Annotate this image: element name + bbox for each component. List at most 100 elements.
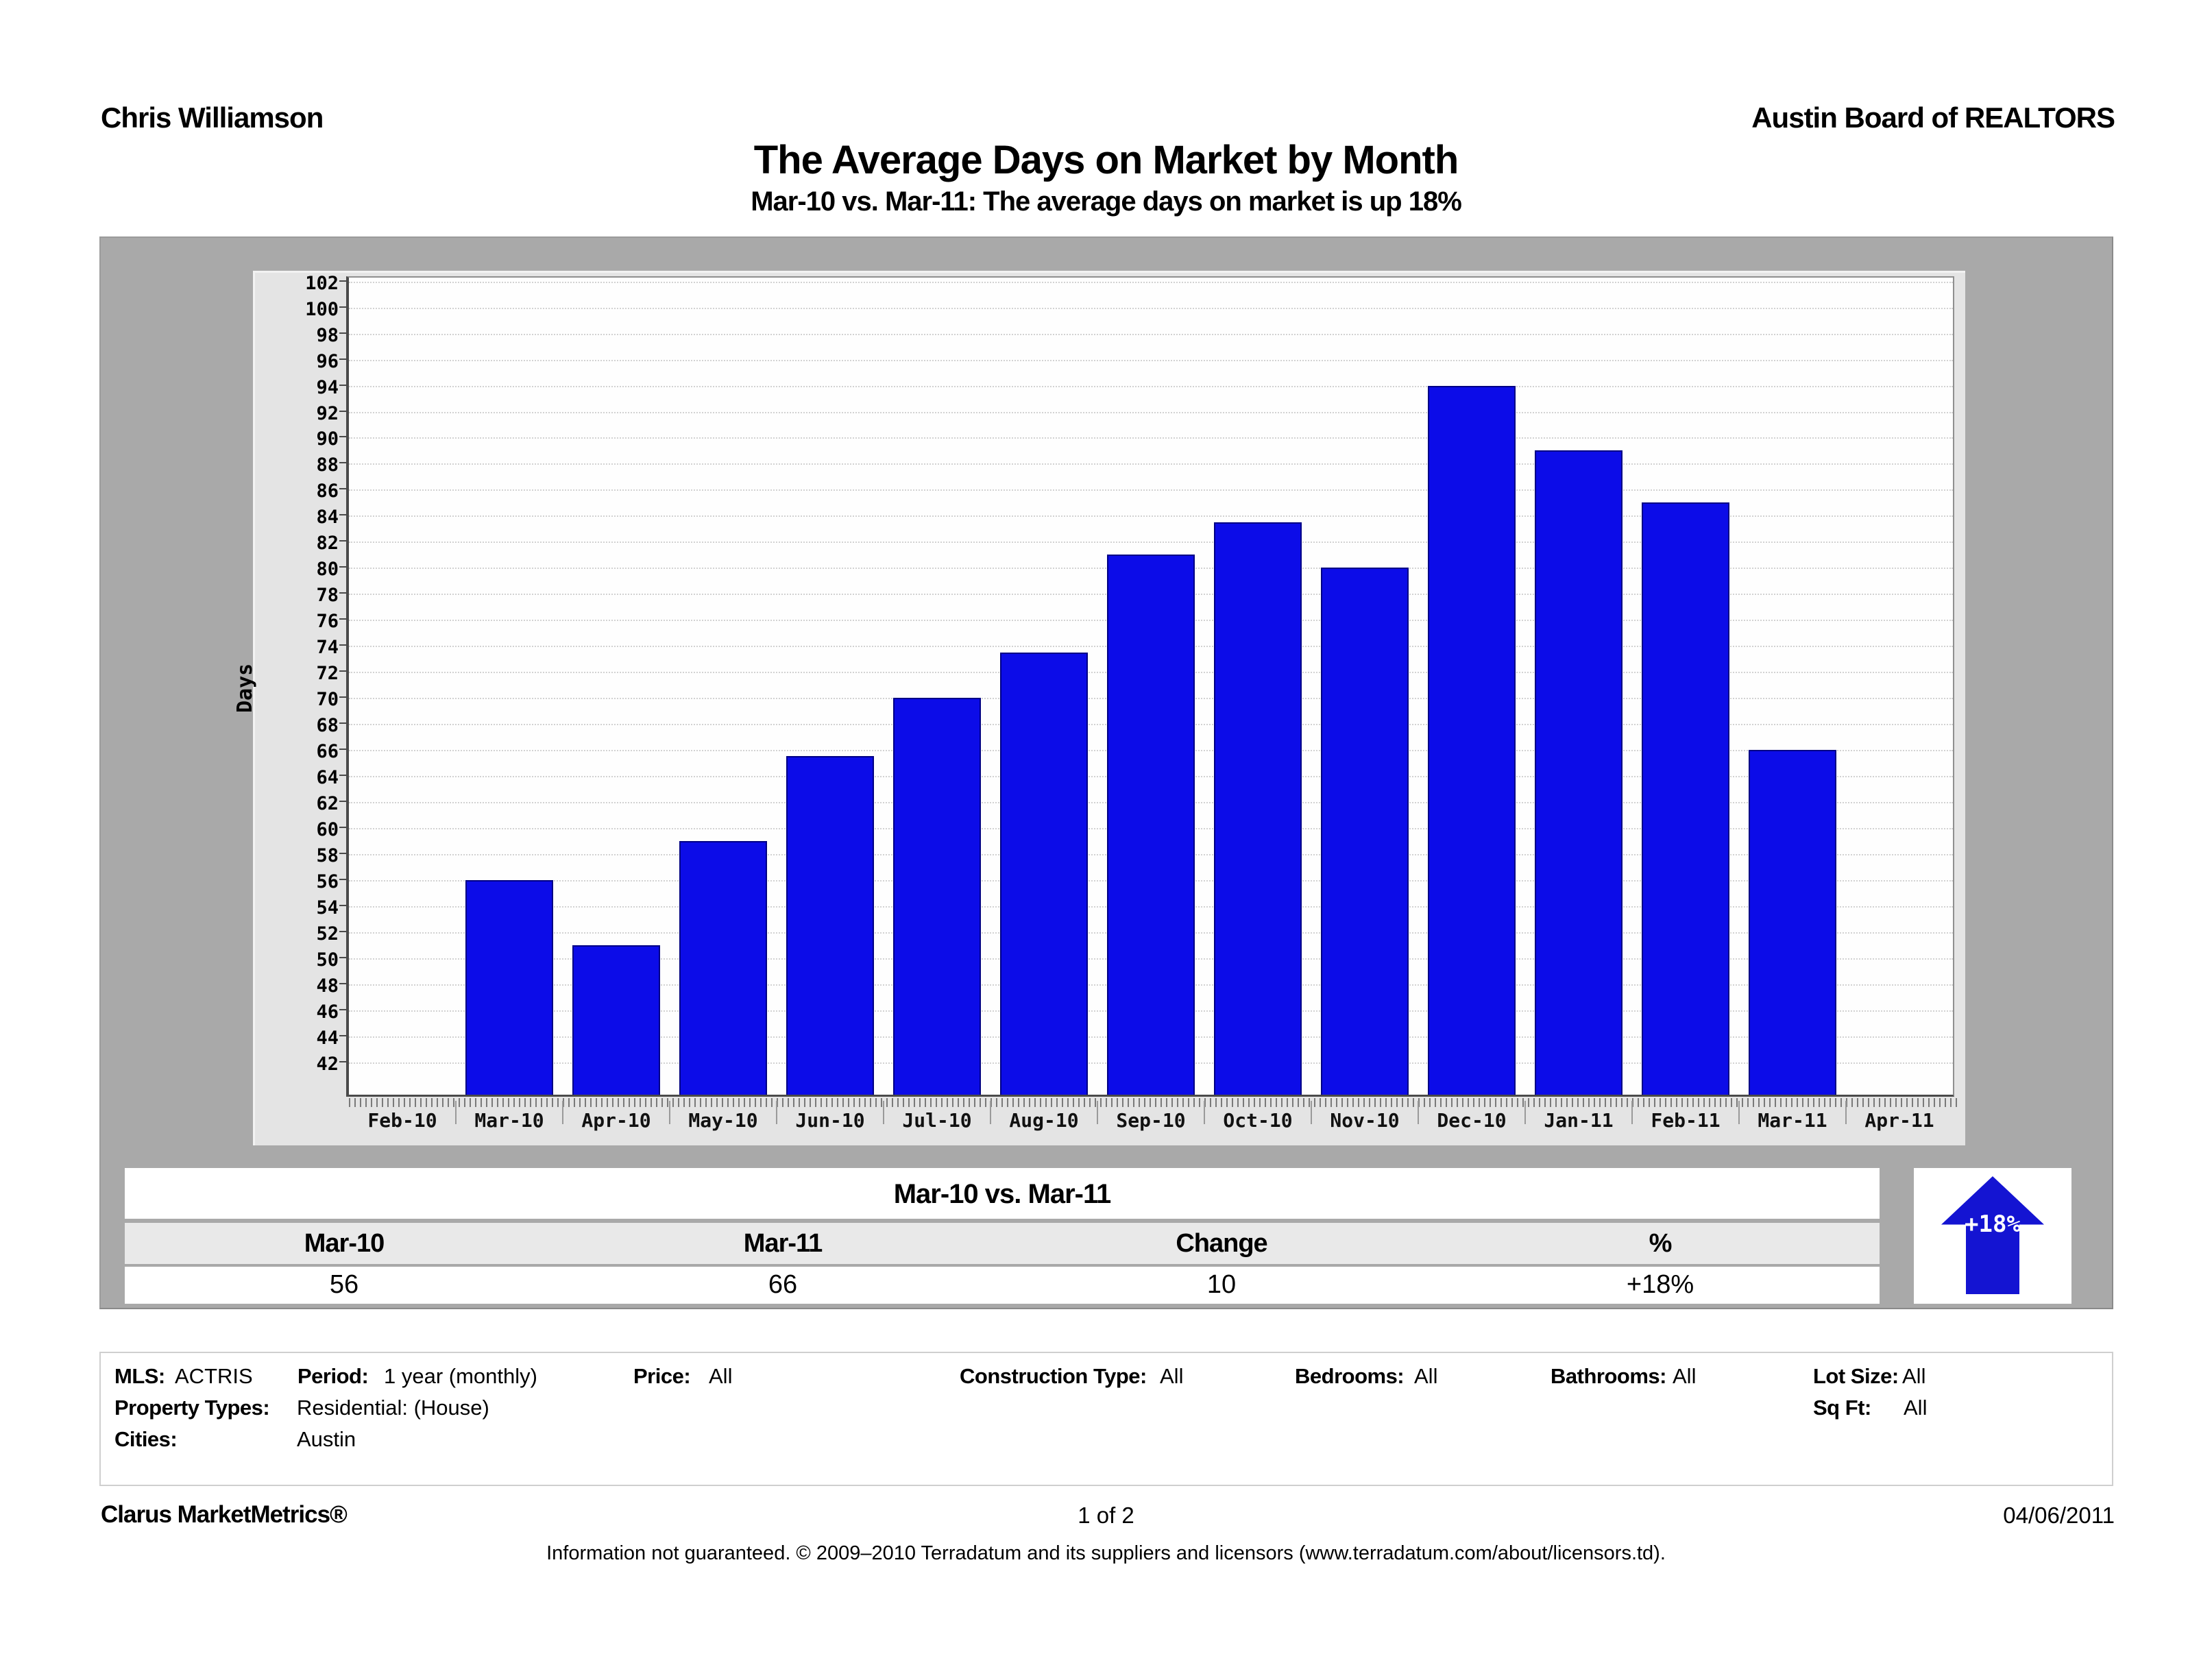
y-tick-label: 100	[305, 298, 339, 320]
comparison-col-header: Change	[1176, 1229, 1267, 1258]
x-tick-separator	[1845, 1101, 1847, 1124]
y-tick-label: 66	[316, 741, 339, 762]
criteria-box: MLS: ACTRIS Period: 1 year (monthly) Price…	[99, 1352, 2113, 1486]
y-tick-label: 58	[316, 844, 339, 866]
criteria-item: Period: 1 year (monthly)	[297, 1364, 537, 1389]
criteria-item: Lot Size: All	[1813, 1364, 1925, 1389]
comparison-value: +18%	[1626, 1270, 1694, 1299]
bar	[465, 879, 553, 1095]
organization-name: Austin Board of REALTORS	[1751, 101, 2115, 134]
criteria-item: Price: All	[633, 1364, 732, 1389]
criteria-value: 1 year (monthly)	[384, 1364, 537, 1388]
criteria-label: Period:	[297, 1364, 369, 1388]
criteria-item: Bathrooms: All	[1551, 1364, 1696, 1389]
x-tick-separator	[1311, 1101, 1312, 1124]
criteria-label: Property Types:	[114, 1396, 270, 1420]
y-tick-mark	[339, 410, 348, 412]
y-tick-label: 78	[316, 585, 339, 607]
criteria-item: MLS: ACTRIS	[114, 1364, 253, 1389]
bar	[1642, 502, 1729, 1095]
x-tick-label: Apr-10	[581, 1109, 651, 1132]
y-tick-label: 74	[316, 637, 339, 659]
y-tick-mark	[339, 488, 348, 490]
gridline	[349, 489, 1953, 491]
y-tick-label: 94	[316, 376, 339, 398]
y-tick-label: 52	[316, 923, 339, 945]
criteria-label: Lot Size:	[1813, 1364, 1899, 1388]
y-tick-mark	[339, 1034, 348, 1036]
x-tick-separator	[1097, 1101, 1098, 1124]
y-tick-mark	[339, 800, 348, 802]
y-tick-mark	[339, 749, 348, 750]
x-tick-label: Sep-10	[1116, 1109, 1186, 1132]
y-tick-mark	[339, 1060, 348, 1062]
gridline	[349, 542, 1953, 544]
footer-date: 04/06/2011	[2003, 1503, 2115, 1528]
y-tick-mark	[339, 774, 348, 776]
y-tick-label: 56	[316, 871, 339, 892]
y-tick-mark	[339, 956, 348, 958]
y-tick-mark	[339, 332, 348, 334]
y-tick-mark	[339, 384, 348, 386]
criteria-item: Bedrooms: All	[1295, 1364, 1437, 1389]
y-tick-label: 80	[316, 559, 339, 581]
x-axis-hatch	[349, 1098, 1957, 1107]
x-tick-label: Jul-10	[902, 1109, 972, 1132]
y-tick-mark	[339, 930, 348, 932]
gridline	[349, 463, 1953, 465]
agent-name: Chris Williamson	[101, 101, 324, 134]
y-tick-mark	[339, 670, 348, 672]
x-tick-label: Aug-10	[1009, 1109, 1079, 1132]
y-tick-mark	[339, 618, 348, 620]
gridline	[349, 385, 1953, 387]
x-tick-label: Dec-10	[1437, 1109, 1507, 1132]
comparison-title: Mar-10 vs. Mar-11	[125, 1168, 1880, 1219]
comparison-value: 56	[329, 1270, 359, 1299]
criteria-value: Austin	[297, 1427, 356, 1451]
criteria-item: Construction Type: All	[960, 1364, 1183, 1389]
criteria-label: Price:	[633, 1364, 691, 1388]
criteria-value: All	[1160, 1364, 1184, 1388]
y-tick-mark	[339, 1008, 348, 1010]
gridline	[349, 281, 1953, 283]
y-tick-label: 42	[316, 1053, 339, 1075]
comparison-header-row: Mar-10 Mar-11 Change %	[125, 1223, 1880, 1264]
criteria-item: Property Types: Residential: (House)	[114, 1396, 489, 1420]
trend-badge-label: +18%	[1965, 1211, 2021, 1238]
x-tick-label: Nov-10	[1330, 1109, 1400, 1132]
comparison-value-row: 56 66 10 +18%	[125, 1267, 1880, 1304]
criteria-label: MLS:	[114, 1364, 165, 1388]
criteria-value: All	[1904, 1396, 1928, 1420]
y-tick-mark	[339, 566, 348, 568]
gridline	[349, 437, 1953, 439]
x-tick-label: Jun-10	[795, 1109, 865, 1132]
gridline	[349, 359, 1953, 361]
gridline	[349, 411, 1953, 413]
x-tick-label: Mar-11	[1758, 1109, 1827, 1132]
footer-brand: Clarus MarketMetrics®	[101, 1501, 348, 1528]
x-tick-separator	[1738, 1101, 1740, 1124]
x-tick-separator	[776, 1101, 777, 1124]
y-tick-label: 68	[316, 715, 339, 737]
x-tick-label: Oct-10	[1223, 1109, 1293, 1132]
y-tick-mark	[339, 540, 348, 542]
comparison-value: 10	[1206, 1270, 1237, 1299]
chart-panel: Days 42 44 46 48 50 52 54 56 58 60 62 64 66 68 70 72 74 7…	[99, 236, 2113, 1309]
criteria-label: Bathrooms:	[1551, 1364, 1666, 1388]
y-tick-label: 72	[316, 663, 339, 685]
y-tick-label: 96	[316, 350, 339, 372]
bar	[1428, 385, 1516, 1095]
y-tick-label: 84	[316, 507, 339, 528]
y-tick-label: 90	[316, 428, 339, 450]
x-tick-separator	[990, 1101, 991, 1124]
x-tick-separator	[1524, 1101, 1526, 1124]
criteria-item: Cities: Austin	[114, 1427, 356, 1452]
y-tick-label: 60	[316, 818, 339, 840]
footer-page-number: 1 of 2	[1078, 1503, 1134, 1528]
y-tick-label: 54	[316, 897, 339, 919]
trend-badge: +18%	[1914, 1168, 2071, 1304]
y-tick-mark	[339, 358, 348, 360]
bar	[679, 840, 767, 1095]
x-tick-separator	[883, 1101, 884, 1124]
y-tick-mark	[339, 592, 348, 594]
